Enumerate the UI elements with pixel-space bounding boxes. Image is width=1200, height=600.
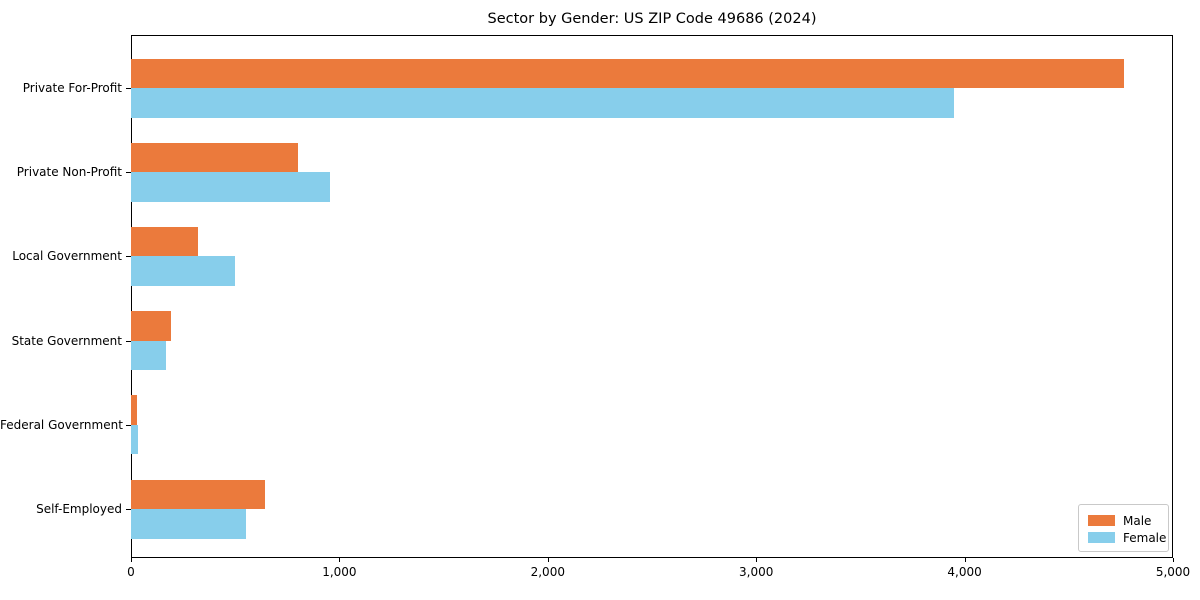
bar-female: [131, 88, 955, 118]
bar-female: [131, 256, 236, 286]
legend-label-male: Male: [1123, 513, 1152, 528]
chart-title: Sector by Gender: US ZIP Code 49686 (202…: [487, 11, 817, 27]
bar-male: [131, 311, 171, 341]
male-swatch-icon: [1088, 515, 1115, 526]
y-tick-mark: [126, 172, 131, 174]
plot-area: [131, 35, 1173, 558]
y-tick-mark: [126, 88, 131, 89]
bar-female: [131, 509, 246, 539]
bar-male: [131, 58, 1125, 88]
y-tick-label: Private For-Profit: [22, 81, 122, 95]
bar-male: [131, 226, 198, 257]
bar-female: [131, 424, 139, 455]
y-tick-mark: [126, 340, 131, 342]
y-tick-label: Self-Employed: [36, 502, 122, 516]
y-tick-label: Local Government: [12, 249, 122, 264]
y-tick-label: Federal Government: [0, 417, 123, 432]
female-swatch-icon: [1088, 532, 1115, 543]
x-tick-mark: [964, 558, 966, 562]
x-tick-label: 3,000: [739, 565, 774, 579]
x-tick-label: 4,000: [947, 565, 982, 579]
x-tick-mark: [339, 558, 341, 562]
bar-male: [131, 479, 266, 509]
x-tick-label: 1,000: [322, 565, 357, 579]
bar-female: [131, 172, 331, 202]
bar-male: [131, 142, 298, 173]
y-tick-mark: [126, 509, 131, 510]
x-tick-label: 2,000: [530, 565, 565, 579]
x-tick-mark: [547, 558, 549, 562]
x-tick-label: 0: [127, 565, 135, 579]
x-tick-mark: [1173, 558, 1174, 562]
legend-label-female: Female: [1123, 530, 1167, 545]
x-tick-label: 5,000: [1155, 565, 1191, 579]
legend-item-male: Male: [1088, 512, 1168, 529]
x-tick-mark: [756, 558, 758, 562]
bar-female: [131, 340, 167, 371]
x-tick-mark: [131, 558, 132, 562]
y-tick-label: State Government: [11, 333, 122, 348]
y-tick-label: Private Non-Profit: [16, 165, 122, 180]
y-tick-mark: [126, 256, 131, 258]
legend-item-female: Female: [1088, 529, 1168, 546]
bar-male: [131, 395, 138, 425]
y-tick-mark: [126, 424, 131, 426]
legend: Male Female: [1078, 504, 1169, 552]
